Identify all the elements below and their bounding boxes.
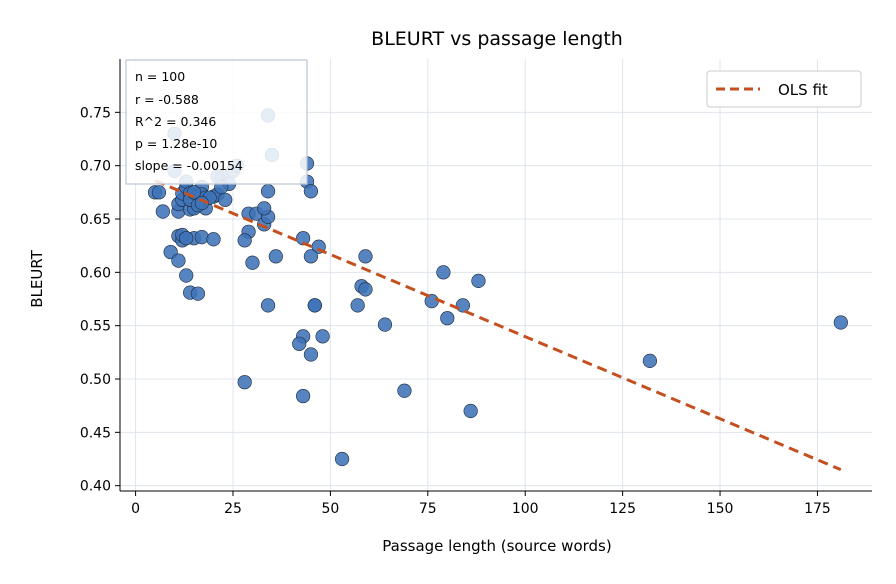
scatter-point <box>833 315 848 330</box>
scatter-point <box>245 255 260 270</box>
scatter-point <box>151 185 167 200</box>
scatter-point <box>206 232 221 247</box>
y-tick-label: 0.75 <box>80 105 111 121</box>
scatter-point <box>358 249 373 264</box>
x-tick-label: 150 <box>707 501 734 517</box>
y-tick-label: 0.50 <box>80 372 111 388</box>
scatter-point <box>237 233 252 248</box>
x-tick-label: 25 <box>224 501 242 517</box>
scatter-point <box>440 311 455 326</box>
scatter-point <box>171 253 186 268</box>
chart-title: BLEURT vs passage length <box>371 28 623 50</box>
scatter-point <box>303 249 319 264</box>
stats-slope: slope = -0.00154 <box>135 158 243 173</box>
stats-n: n = 100 <box>135 69 185 84</box>
scatter-point <box>257 201 272 216</box>
y-tick-label: 0.45 <box>80 425 111 441</box>
axes <box>119 59 872 492</box>
scatter-point <box>350 298 365 313</box>
scatter-point <box>237 375 252 390</box>
stats-box: n = 100 r = -0.588 R^2 = 0.346 p = 1.28e… <box>125 59 308 185</box>
y-tick-label: 0.55 <box>80 319 111 335</box>
ols-fit-line <box>154 179 842 472</box>
scatter-point <box>179 231 194 246</box>
y-tick-label: 0.70 <box>80 159 111 175</box>
scatter-point <box>268 249 283 264</box>
scatter-point <box>179 268 194 283</box>
scatter-point <box>194 195 209 211</box>
scatter-point <box>642 353 658 368</box>
scatter-point <box>436 265 451 280</box>
stats-r-squared: R^2 = 0.346 <box>135 114 216 129</box>
scatter-point <box>463 403 478 419</box>
scatter-point <box>292 336 307 351</box>
ols-fit-path <box>154 179 842 472</box>
x-tick-label: 0 <box>131 501 140 517</box>
stats-box-frame <box>125 59 308 185</box>
x-tick-label: 75 <box>419 501 437 517</box>
legend-label-ols-fit: OLS fit <box>778 81 828 99</box>
stats-p-value: p = 1.28e-10 <box>135 136 217 151</box>
scatter-point <box>296 388 311 404</box>
legend: OLS fit <box>706 70 862 108</box>
scatter-point <box>307 298 322 313</box>
scatter-point <box>358 282 373 297</box>
x-tick-label: 100 <box>512 501 539 517</box>
y-tick-label: 0.60 <box>80 265 111 281</box>
scatter-point <box>303 184 319 199</box>
scatter-point <box>155 204 170 219</box>
stats-r: r = -0.588 <box>135 92 199 107</box>
x-tick-label: 175 <box>804 501 831 517</box>
scatter-point <box>296 231 311 246</box>
scatter-point <box>190 286 206 301</box>
scatter-point <box>260 298 276 313</box>
scatter-point <box>315 329 330 344</box>
scatter-point <box>471 273 486 288</box>
y-axis-label: BLEURT <box>28 249 46 307</box>
x-axis-ticks: 0 25 50 75 100 125 150 175 <box>131 491 831 517</box>
scatter-point <box>397 383 412 398</box>
scatter-point <box>303 347 319 362</box>
x-axis-label: Passage length (source words) <box>382 537 611 555</box>
y-tick-label: 0.40 <box>80 479 111 495</box>
scatter-point <box>455 298 470 313</box>
x-tick-label: 50 <box>321 501 339 517</box>
scatter-point <box>377 317 393 332</box>
scatter-point <box>334 451 350 467</box>
y-tick-label: 0.65 <box>80 212 111 228</box>
scatter-point <box>260 184 276 199</box>
scatter-point <box>218 192 233 207</box>
scatter-point <box>194 230 209 245</box>
y-axis-ticks: 0.40 0.45 0.50 0.55 0.60 0.65 0.70 0.75 <box>80 105 120 495</box>
x-tick-label: 125 <box>609 501 636 517</box>
legend-frame <box>706 70 862 108</box>
